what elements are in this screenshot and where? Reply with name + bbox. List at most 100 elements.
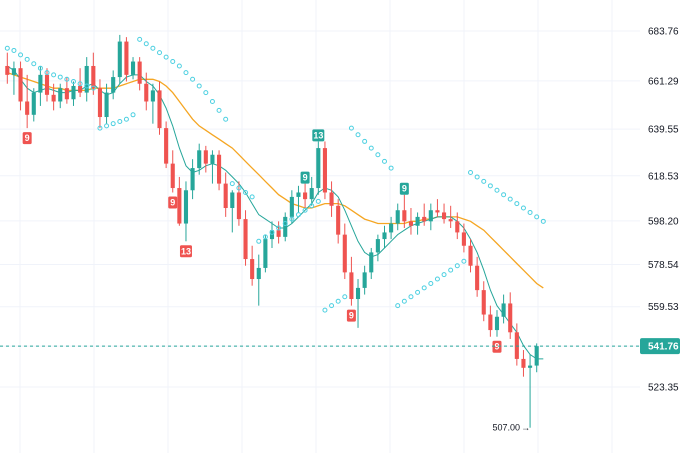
sar-dot (534, 214, 540, 220)
candle-body (375, 239, 380, 253)
candle (203, 145, 208, 173)
sar-dot (368, 145, 374, 151)
sar-dot (282, 221, 288, 227)
candle-body (303, 192, 308, 200)
candle (296, 185, 301, 213)
candle-body (382, 232, 387, 240)
candle-body (336, 205, 341, 235)
td-marker-bg (399, 182, 409, 195)
candle (183, 181, 189, 242)
sar-dot (97, 125, 103, 131)
low-label: 507.00 (493, 423, 521, 433)
td-marker: 9 (492, 340, 502, 353)
sar-dot (481, 178, 487, 184)
candle (488, 305, 493, 337)
candle-body (534, 346, 539, 366)
candle-body (276, 230, 281, 237)
candle-body (137, 61, 142, 84)
candle-body (5, 65, 10, 75)
candle (514, 323, 519, 366)
candle (137, 57, 142, 91)
candle (408, 208, 414, 235)
y-tick-label: 639.55 (648, 125, 679, 136)
sar-dot (540, 218, 546, 224)
candle (448, 205, 453, 228)
grid (0, 0, 640, 453)
sar-dot (110, 121, 116, 127)
sar-dot (176, 63, 182, 69)
candle-body (514, 332, 519, 359)
candle (422, 203, 427, 226)
candle (58, 83, 63, 109)
candle-body (521, 358, 526, 368)
sar-dot (527, 209, 533, 215)
sar-dot (421, 285, 427, 291)
candle-body (494, 316, 500, 331)
candle (342, 223, 347, 280)
candle (78, 68, 83, 98)
sar-dot (37, 65, 43, 71)
candle (51, 83, 56, 111)
low-annotation: 507.00 → (493, 423, 531, 433)
td-marker-label: 9 (349, 311, 354, 321)
candle (322, 141, 327, 200)
y-tick-label: 578.54 (648, 260, 679, 271)
ma-fast-line (7, 65, 544, 360)
sar-dot (143, 41, 149, 47)
candle-body (170, 163, 175, 189)
sar-dot (315, 198, 321, 204)
candle-body (448, 219, 453, 222)
sar-dot (203, 90, 209, 96)
sar-dot (401, 298, 407, 304)
candle-body (111, 77, 116, 93)
candle (71, 81, 76, 106)
candle-body (117, 41, 122, 78)
sar-dot (520, 205, 526, 211)
candle-body (342, 234, 347, 273)
sar-dot (302, 207, 308, 213)
candle (11, 61, 16, 95)
candle-body (51, 94, 56, 102)
candle-body (402, 210, 407, 222)
sar-dot (229, 181, 235, 187)
candle (389, 216, 394, 240)
price-axis[interactable]: 683.76 661.29 639.55 618.53 598.20 578.54 559.… (648, 27, 679, 394)
candle-body (64, 88, 69, 100)
y-tick-label: 683.76 (648, 27, 679, 38)
candle (217, 150, 222, 191)
sar-dot (388, 165, 394, 171)
candle (369, 247, 374, 280)
candle (309, 176, 314, 206)
candle-body (210, 154, 215, 164)
candle-body (243, 219, 248, 260)
td-marker: 9 (300, 171, 310, 184)
candle-body (157, 90, 162, 129)
candle-body (316, 148, 321, 189)
sar-dot (18, 52, 24, 58)
sar-dot (243, 189, 249, 195)
sar-dot (190, 76, 196, 82)
candle-body (283, 216, 288, 237)
candle-body (164, 128, 169, 164)
candle (355, 279, 361, 328)
candle-body (190, 168, 195, 191)
candle (521, 350, 526, 377)
sar-dot (355, 132, 361, 138)
candle (402, 194, 407, 228)
sar-dot (262, 234, 268, 240)
sar-dot (104, 123, 110, 129)
candle (435, 199, 440, 217)
candle-body (455, 221, 460, 233)
td-marker-bg (492, 340, 502, 353)
candle-body (150, 90, 155, 102)
td-marker-label: 13 (313, 130, 323, 140)
td-marker-bg (312, 129, 325, 142)
last-price-tag-bg (640, 338, 680, 355)
candle (144, 72, 149, 111)
sar-dot (117, 118, 123, 124)
candles (5, 34, 539, 428)
candle-body (31, 92, 36, 115)
candle-body (296, 192, 301, 197)
sar-dot (501, 192, 507, 198)
td-marker: 9 (22, 132, 32, 145)
